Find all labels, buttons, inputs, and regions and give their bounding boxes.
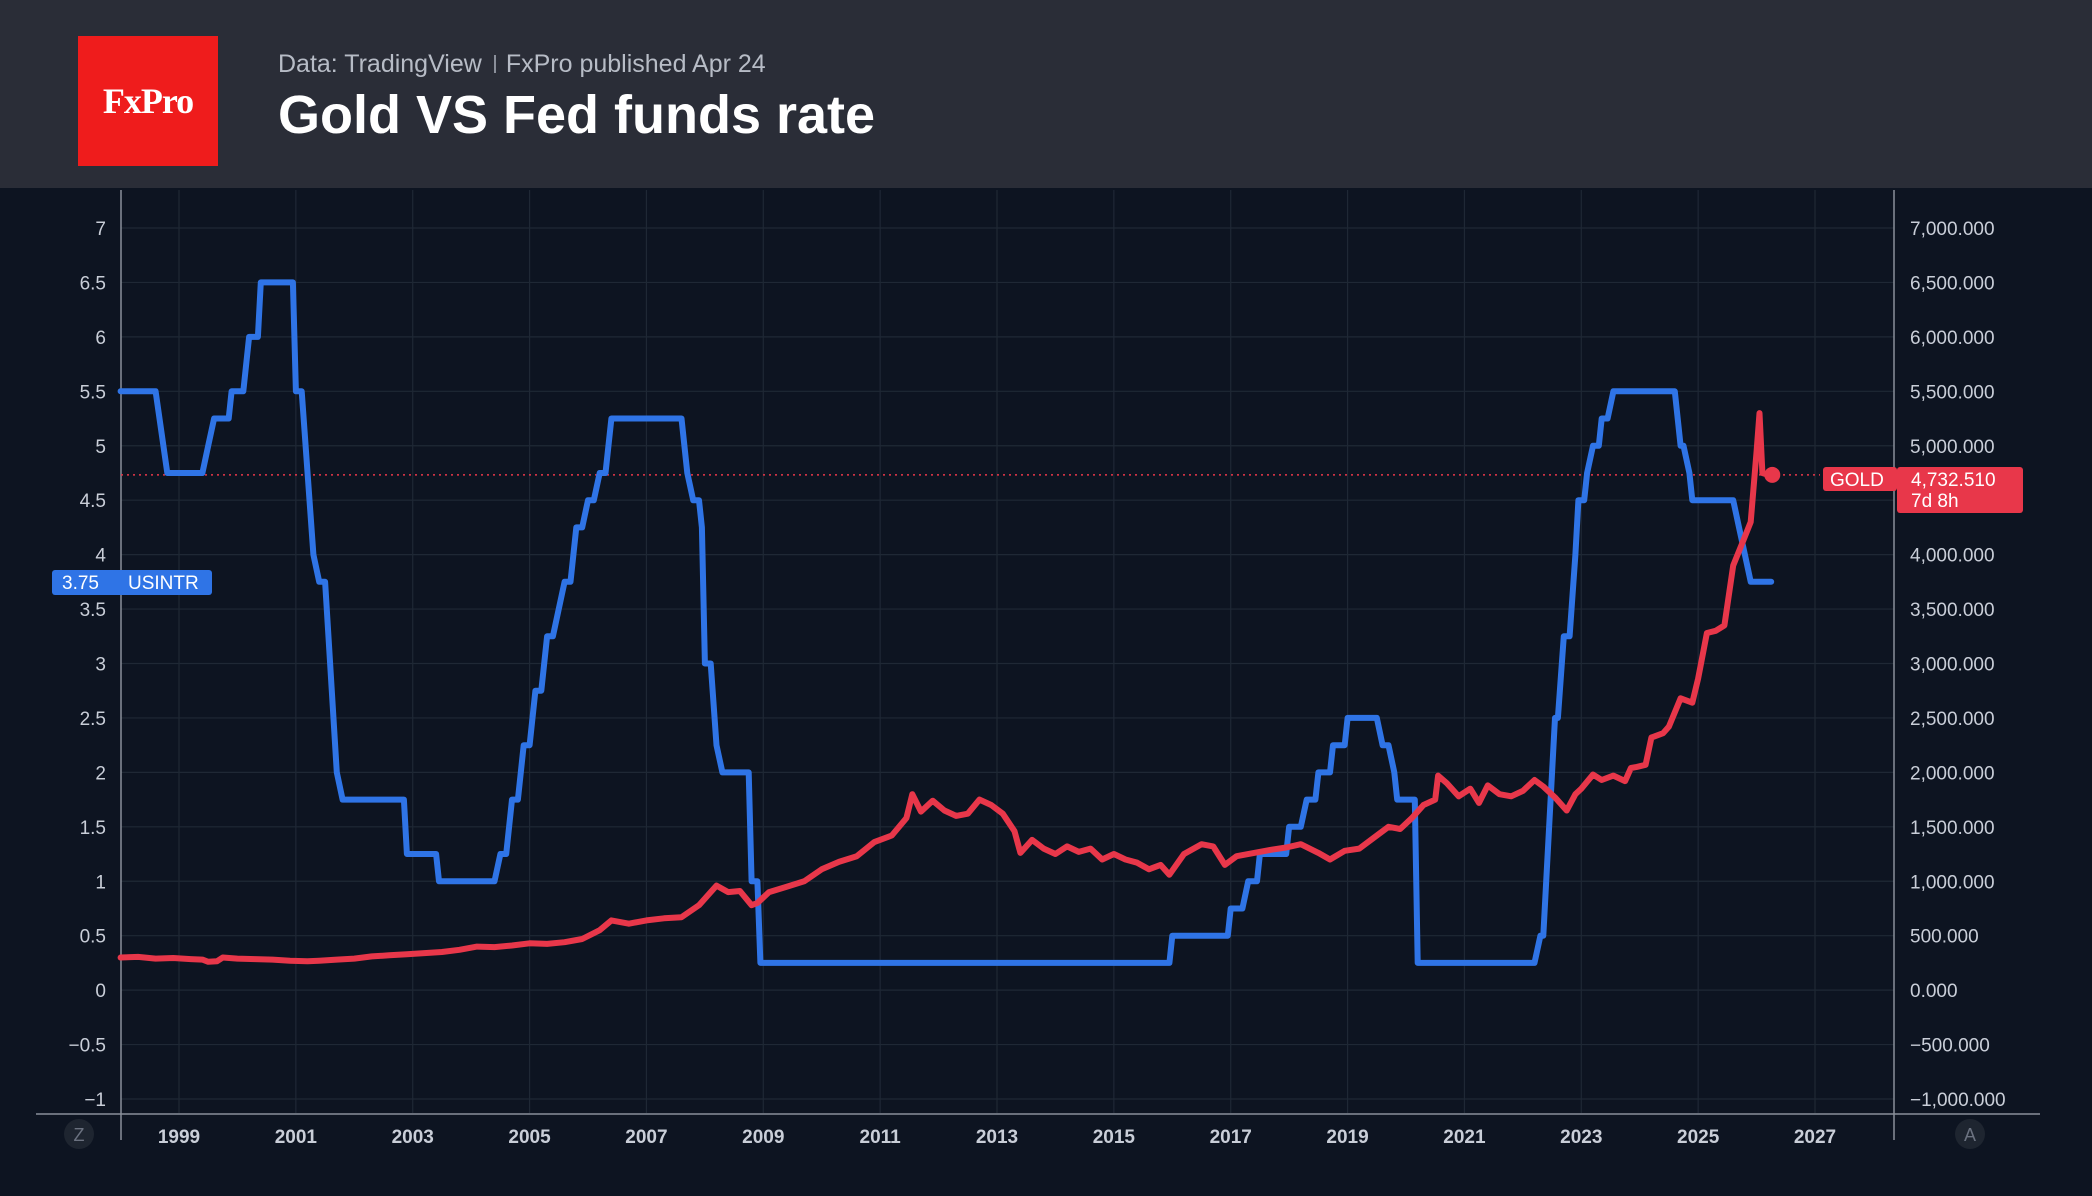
usintr-badge-bg: [52, 570, 212, 595]
value-badges: 3.75 USINTR GOLD 4,732.510 7d 8h: [52, 467, 2023, 595]
right-axis-ticks: −1,000.000 −500.000 0.000 500.000 1,000.000 1…: [1910, 219, 2006, 1111]
x-tick-label: 2017: [1210, 1127, 1252, 1148]
data-source-label: Data: TradingView: [278, 50, 482, 78]
left-tick-label: −0.5: [68, 1036, 106, 1057]
right-tick-label: −500.000: [1910, 1036, 1990, 1057]
x-tick-label: 2025: [1677, 1127, 1720, 1148]
right-tick-label: 2,000.000: [1910, 763, 1995, 784]
gold-series-line: [117, 410, 1772, 965]
grid-lines: [121, 190, 1894, 1113]
right-tick-label: 5,000.000: [1910, 437, 1995, 458]
chart-subtitle: Data: TradingView FxPro published Apr 24: [278, 50, 766, 79]
left-tick-label: 7: [95, 219, 106, 240]
left-tick-label: 2: [95, 763, 106, 784]
x-tick-label: 2005: [508, 1127, 551, 1148]
right-tick-label: 1,000.000: [1910, 872, 1995, 893]
x-tick-label: 2021: [1443, 1127, 1486, 1148]
left-axis-ticks: −1 −0.5 0 0.5 1 1.5 2 2.5 3 3.5 4 4.5 5 5.5 6 6.5 7: [68, 219, 106, 1111]
gold-series-name: GOLD: [1830, 470, 1884, 491]
left-tick-label: 2.5: [80, 709, 106, 730]
x-tick-label: 2023: [1560, 1127, 1602, 1148]
right-tick-label: 5,500.000: [1910, 382, 1995, 403]
usintr-badge: 3.75 USINTR: [52, 570, 212, 595]
z-corner-label[interactable]: Z: [74, 1125, 85, 1145]
right-tick-label: 1,500.000: [1910, 818, 1995, 839]
gold-last-value: 4,732.510: [1911, 470, 1996, 491]
gold-badge: GOLD 4,732.510 7d 8h: [1823, 467, 2023, 513]
right-tick-label: 500.000: [1910, 927, 1979, 948]
x-tick-label: 2027: [1794, 1127, 1836, 1148]
x-tick-label: 2015: [1093, 1127, 1136, 1148]
fxpro-logo: FxPro: [78, 36, 218, 166]
left-tick-label: 0: [95, 981, 106, 1002]
right-tick-label: 3,000.000: [1910, 655, 1995, 676]
left-tick-label: 4: [95, 546, 106, 567]
corner-labels: Z A: [64, 1119, 1985, 1149]
right-tick-label: 7,000.000: [1910, 219, 1995, 240]
usintr-series-name: USINTR: [128, 573, 199, 594]
left-tick-label: 3: [95, 655, 106, 676]
left-tick-label: 6.5: [80, 273, 106, 294]
x-tick-label: 2019: [1326, 1127, 1368, 1148]
gold-badge-name-bg: [1823, 467, 1897, 491]
axes: [36, 190, 2040, 1140]
x-tick-label: 2013: [976, 1127, 1018, 1148]
a-corner-label[interactable]: A: [1964, 1125, 1976, 1145]
separator: [493, 55, 496, 73]
x-tick-label: 2003: [392, 1127, 434, 1148]
x-tick-label: 2001: [275, 1127, 318, 1148]
header-bar: FxPro Data: TradingView FxPro published A…: [0, 0, 2092, 188]
usintr-last-value: 3.75: [62, 573, 99, 594]
usintr-series-line: [117, 279, 1775, 966]
right-tick-label: 2,500.000: [1910, 709, 1995, 730]
right-tick-label: 6,000.000: [1910, 328, 1995, 349]
right-tick-label: −1,000.000: [1910, 1090, 2006, 1111]
publisher-label: FxPro published Apr 24: [505, 50, 766, 78]
right-tick-label: 0.000: [1910, 981, 1958, 1002]
left-tick-label: 3.5: [80, 600, 106, 621]
x-tick-label: 2011: [860, 1127, 902, 1148]
chart-title: Gold VS Fed funds rate: [278, 85, 876, 145]
left-tick-label: 1: [95, 872, 106, 893]
left-tick-label: 0.5: [80, 927, 106, 948]
left-tick-label: 6: [95, 328, 106, 349]
a-corner-button-bg: [1955, 1119, 1985, 1149]
right-tick-label: 4,000.000: [1910, 546, 1995, 567]
left-tick-label: −1: [84, 1090, 106, 1111]
x-tick-label: 2007: [625, 1127, 667, 1148]
right-tick-label: 6,500.000: [1910, 273, 1995, 294]
gold-last-point-dot: [1764, 466, 1781, 483]
x-axis-ticks: 1999 2001 2003 2005 2007 2009 2011 2013 2015 2017…: [158, 1127, 1836, 1148]
z-corner-button-bg: [64, 1119, 94, 1149]
left-tick-label: 1.5: [80, 818, 106, 839]
left-tick-label: 5: [95, 437, 106, 458]
x-tick-label: 2009: [742, 1127, 784, 1148]
left-tick-label: 5.5: [80, 382, 106, 403]
right-tick-label: 3,500.000: [1910, 600, 1995, 621]
gold-countdown: 7d 8h: [1911, 491, 1959, 512]
gold-badge-value-bg: [1897, 467, 2023, 513]
x-tick-label: 1999: [158, 1127, 200, 1148]
series-group: [117, 279, 1781, 966]
left-tick-label: 4.5: [80, 491, 106, 512]
